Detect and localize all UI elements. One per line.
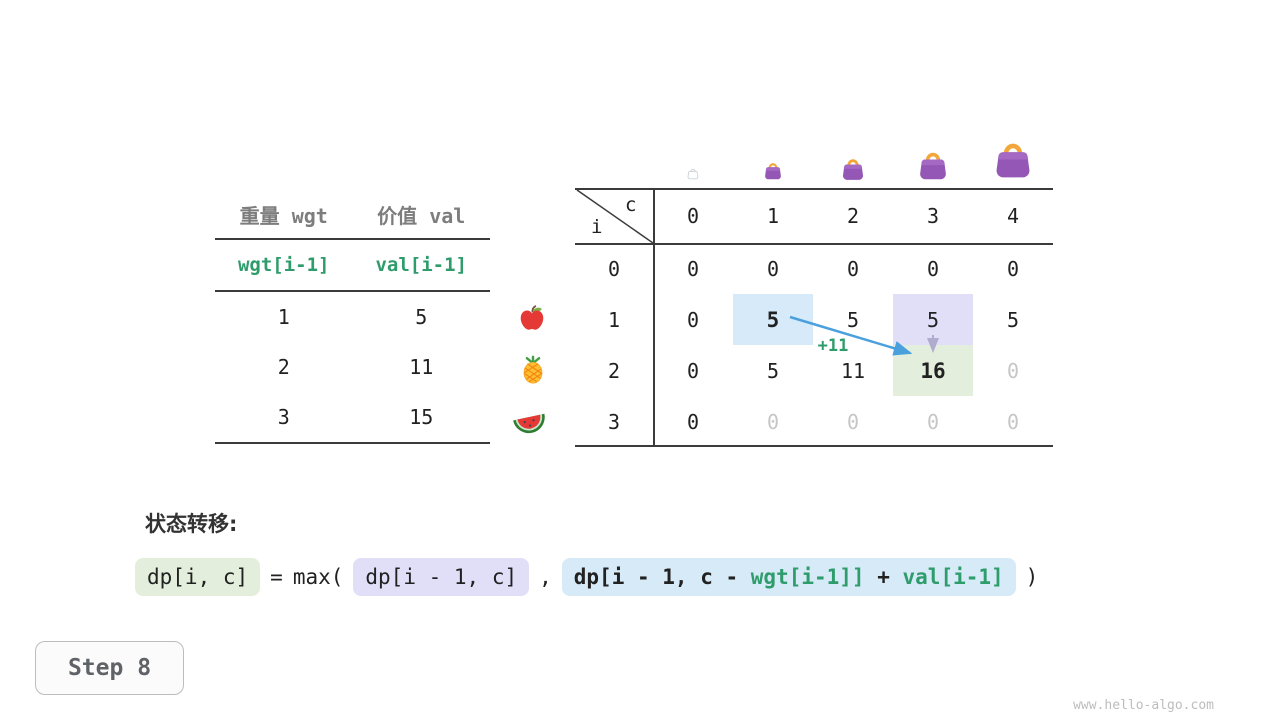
dp-cell-1-1-highlight-source: 5 [733, 294, 813, 345]
formula-dp-current: dp[i, c] [135, 558, 261, 596]
col-header: 1 [766, 203, 780, 228]
dp-cell-2-1: 5 [766, 358, 780, 383]
dp-cell-0-3: 0 [926, 256, 940, 281]
weights-table-var-row: wgt[i-1] val[i-1] [215, 240, 490, 292]
dp-table-label-border [653, 188, 655, 447]
dp-cell-1-4: 5 [1006, 307, 1020, 332]
formula-equals: = [270, 565, 283, 589]
col-header: 3 [926, 203, 940, 228]
formula-dp-take: dp[i - 1, c - wgt[i-1]] + val[i-1] [561, 558, 1016, 596]
bag-icon-capacity-2 [839, 154, 867, 182]
dp-table-header-border [575, 243, 1053, 245]
corner-col-var: c [625, 194, 637, 216]
dp-cell-0-1: 0 [766, 256, 780, 281]
table-row: 3 15 [215, 392, 490, 444]
weights-table: 重量 wgt 价值 val wgt[i-1] val[i-1] 1 5 2 11… [215, 190, 490, 444]
formula-max-open: max( [292, 565, 344, 589]
dp-cell-2-2: 11 [840, 358, 866, 383]
value-added-annotation: +11 [817, 336, 849, 356]
formula-dp-skip: dp[i - 1, c] [353, 558, 530, 596]
dp-cell-3-3: 0 [926, 409, 940, 434]
val-var-label: val[i-1] [375, 254, 467, 276]
row-label: 2 [607, 358, 621, 383]
dp-cell-0-4: 0 [1006, 256, 1020, 281]
pineapple-icon [518, 354, 548, 384]
formula-close-paren: ) [1025, 565, 1039, 589]
weight-value: 2 [277, 355, 290, 379]
dp-cell-3-2: 0 [846, 409, 860, 434]
apple-icon [517, 303, 547, 333]
dp-cell-0-0: 0 [686, 256, 700, 281]
corner-diagonal [576, 189, 653, 243]
formula-title: 状态转移: [145, 512, 238, 536]
dp-cell-3-4: 0 [1006, 409, 1020, 434]
formula-take-plus: + [864, 565, 903, 589]
row-label: 1 [607, 307, 621, 332]
dp-cell-0-2: 0 [846, 256, 860, 281]
wgt-var-label: wgt[i-1] [237, 254, 330, 276]
weight-value: 3 [277, 405, 290, 429]
value-column-header: 价值 val [377, 203, 466, 228]
item-value: 11 [409, 355, 434, 379]
col-header: 0 [686, 203, 700, 228]
weight-column-header: 重量 wgt [239, 203, 328, 228]
row-label: 3 [607, 409, 621, 434]
step-badge: Step 8 [35, 641, 184, 695]
table-row: 2 11 [215, 342, 490, 392]
dp-table-top-border [575, 188, 1053, 190]
dp-cell-2-4: 0 [1006, 358, 1020, 383]
dp-cell-1-0: 0 [686, 307, 700, 332]
formula-comma: , [539, 565, 552, 589]
col-header: 4 [1006, 203, 1020, 228]
dp-cell-3-0: 0 [686, 409, 700, 434]
table-row: 1 5 [215, 292, 490, 342]
col-header: 2 [846, 203, 860, 228]
state-transition-formula: dp[i, c] = max( dp[i - 1, c] , dp[i - 1,… [135, 558, 1038, 596]
item-value: 5 [415, 305, 428, 329]
dp-cell-2-3-highlight-result: 16 [893, 345, 973, 396]
bag-icon-capacity-1 [762, 159, 784, 181]
dp-cell-3-1: 0 [766, 409, 780, 434]
dp-table: c i 0 1 2 3 4 0 1 2 3 0 0 0 0 0 0 5 5 5 … [575, 188, 1055, 447]
bag-icon-capacity-4 [990, 135, 1036, 181]
dp-table-bottom-border [575, 445, 1053, 447]
bag-icon-capacity-0 [686, 166, 700, 180]
formula-take-val: val[i-1] [902, 565, 1004, 589]
weights-table-header: 重量 wgt 价值 val [215, 190, 490, 240]
corner-row-var: i [591, 216, 603, 238]
dp-cell-2-0: 0 [686, 358, 700, 383]
formula-take-wgt: wgt[i-1]] [750, 565, 865, 589]
weight-value: 1 [277, 305, 290, 329]
formula-take-prefix: dp[i - 1, c - [573, 565, 751, 589]
watermark: www.hello-algo.com [1073, 698, 1214, 713]
dp-cell-1-3-highlight-above: 5 [893, 294, 973, 345]
bag-icon-capacity-3 [915, 146, 951, 182]
item-value: 15 [409, 405, 434, 429]
watermelon-icon [509, 404, 551, 443]
row-label: 0 [607, 256, 621, 281]
